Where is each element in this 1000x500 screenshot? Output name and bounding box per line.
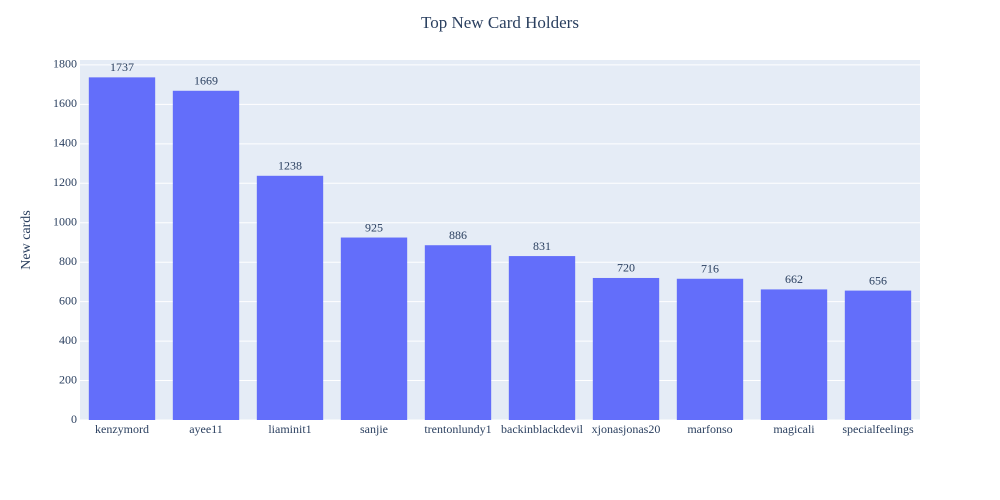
y-tick-label: 1000 [53,214,77,228]
bar [844,290,912,420]
y-tick-label: 1800 [53,57,77,71]
x-tick-label: trentonlundy1 [424,422,491,436]
value-label: 925 [365,220,383,234]
y-axis-title: New cards [19,210,34,269]
y-tick-label: 400 [59,333,77,347]
x-tick-label: backinblackdevil [501,422,584,436]
value-label: 886 [449,228,467,242]
y-tick-label: 1600 [53,96,77,110]
value-label: 656 [869,273,887,287]
value-label: 720 [617,261,635,275]
value-label: 662 [785,272,803,286]
x-tick-label: specialfeelings [842,422,914,436]
y-tick-label: 1200 [53,175,77,189]
bar [340,237,408,420]
bar [508,256,576,420]
x-tick-label: kenzymord [95,422,149,436]
x-tick-label: magicali [773,422,815,436]
y-tick-label: 600 [59,293,77,307]
bar [592,277,660,420]
x-tick-label: xjonasjonas20 [592,422,661,436]
bar [172,90,240,420]
y-tick-label: 800 [59,254,77,268]
value-label: 1238 [278,159,302,173]
value-label: 831 [533,239,551,253]
value-label: 716 [701,262,719,276]
y-tick-label: 200 [59,372,77,386]
bar [424,245,492,420]
y-tick-label: 0 [71,412,77,426]
bar [88,77,156,421]
bar [256,175,324,420]
x-tick-label: liaminit1 [268,422,311,436]
value-label: 1737 [110,60,134,74]
bar [676,278,744,420]
value-label: 1669 [194,74,218,88]
x-tick-label: ayee11 [189,422,223,436]
bar [760,289,828,420]
x-tick-label: sanjie [360,422,388,436]
y-tick-label: 1400 [53,136,77,150]
chart-title: Top New Card Holders [421,13,579,32]
x-tick-label: marfonso [687,422,732,436]
